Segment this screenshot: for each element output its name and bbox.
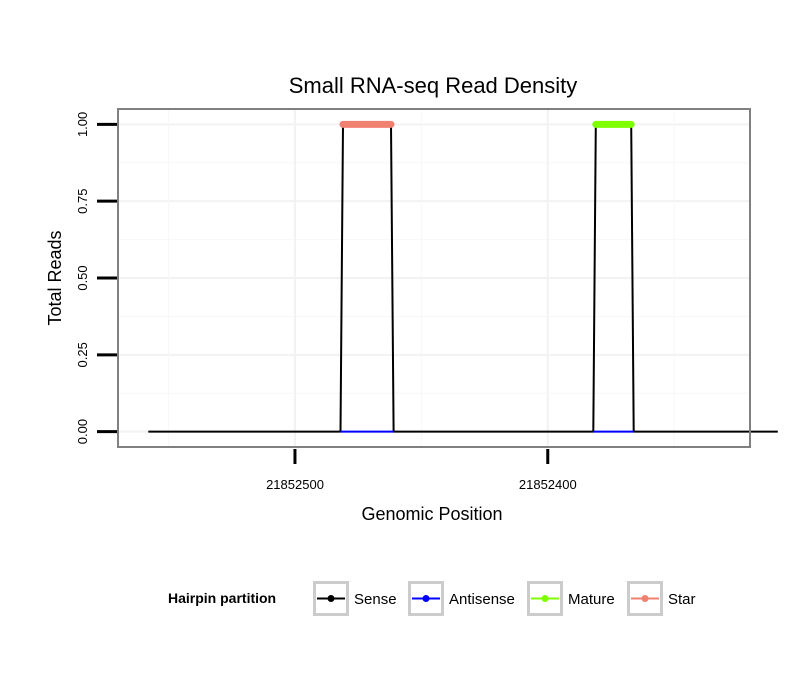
series-line-sense (148, 123, 778, 433)
grid-lines (118, 109, 750, 447)
legend-label-sense: Sense (354, 591, 397, 608)
y-tick-label: 0.50 (75, 265, 90, 290)
legend-point-antisense (422, 595, 430, 602)
legend-label-star: Star (668, 591, 696, 608)
y-axis: 0.00 0.25 0.50 0.75 1.00 (75, 112, 117, 444)
plot-frame (117, 108, 751, 448)
chart-title: Small RNA-seq Read Density (289, 73, 578, 98)
x-axis: 21852500 21852400 (266, 449, 577, 492)
x-tick-label: 21852500 (266, 477, 324, 492)
legend-point-mature (541, 595, 549, 602)
y-axis-title: Total Reads (45, 230, 65, 325)
legend-point-star (641, 595, 649, 602)
y-tick-label: 0.00 (75, 419, 90, 444)
y-tick-label: 0.75 (75, 189, 90, 214)
y-tick-label: 1.00 (75, 112, 90, 137)
data-series (148, 120, 778, 433)
y-tick-label: 0.25 (75, 342, 90, 367)
x-tick-label: 21852400 (519, 477, 577, 492)
legend-label-antisense: Antisense (449, 591, 515, 608)
legend-point-sense (327, 595, 335, 602)
legend: Hairpin partition Sense Antisense Mature St… (168, 581, 696, 616)
x-axis-title: Genomic Position (361, 504, 502, 524)
legend-label-mature: Mature (568, 591, 615, 608)
legend-title: Hairpin partition (168, 590, 276, 606)
